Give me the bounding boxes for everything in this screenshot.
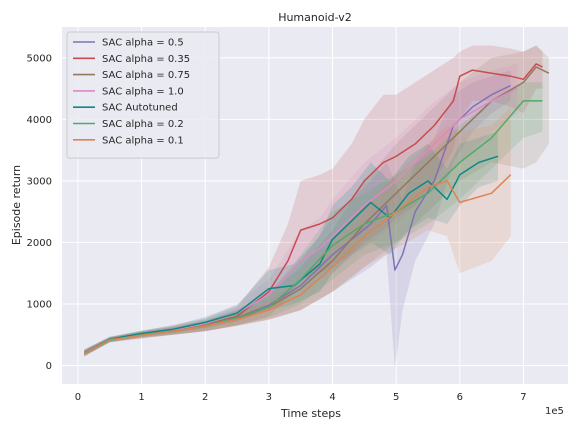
y-tick-label: 0 [46, 361, 52, 372]
x-tick-label: 0 [75, 392, 81, 403]
x-tick-label: 3 [266, 392, 272, 403]
series-band [84, 107, 511, 357]
x-tick-label: 1 [138, 392, 144, 403]
x-axis-label: Time steps [280, 407, 341, 420]
x-tick-label: 4 [329, 392, 335, 403]
series-line [83, 174, 512, 354]
x-tick-label: 5 [393, 392, 399, 403]
series-band [84, 45, 543, 357]
y-axis-label: Episode return [10, 165, 23, 245]
legend: SAC alpha = 0.5 SAC alpha = 0.35 SAC alpha… [66, 31, 220, 159]
series-band [84, 131, 499, 356]
x-tick-label: 2 [202, 392, 208, 403]
tick-labels: 0 1 2 3 4 5 6 7 0 1000 2000 3000 4000 5000 [27, 53, 527, 403]
x-tick-label: 7 [520, 392, 526, 403]
y-tick-label: 2000 [27, 238, 52, 249]
legend-entry: SAC Autotuned [102, 103, 178, 114]
legend-entry: SAC alpha = 1.0 [102, 86, 184, 97]
y-tick-label: 1000 [27, 299, 52, 310]
series-band [84, 63, 518, 356]
series-band [84, 70, 511, 369]
legend-entry: SAC alpha = 0.5 [102, 38, 184, 49]
legend-entry: SAC alpha = 0.35 [102, 54, 190, 65]
series-line [83, 155, 499, 354]
confidence-bands [84, 45, 549, 369]
y-tick-label: 4000 [27, 115, 52, 126]
series-lines [83, 63, 550, 354]
series-band [84, 82, 543, 357]
series-band [84, 45, 549, 357]
y-tick-label: 5000 [27, 53, 52, 64]
chart-title: Humanoid-v2 [278, 11, 352, 24]
legend-entry: SAC alpha = 0.1 [102, 135, 184, 146]
x-axis-offset-label: 1e5 [545, 406, 564, 417]
y-tick-label: 3000 [27, 176, 52, 187]
x-tick-label: 6 [457, 392, 463, 403]
legend-entry: SAC alpha = 0.2 [102, 119, 184, 130]
legend-entry: SAC alpha = 0.75 [102, 70, 190, 81]
legend-box [66, 31, 220, 159]
